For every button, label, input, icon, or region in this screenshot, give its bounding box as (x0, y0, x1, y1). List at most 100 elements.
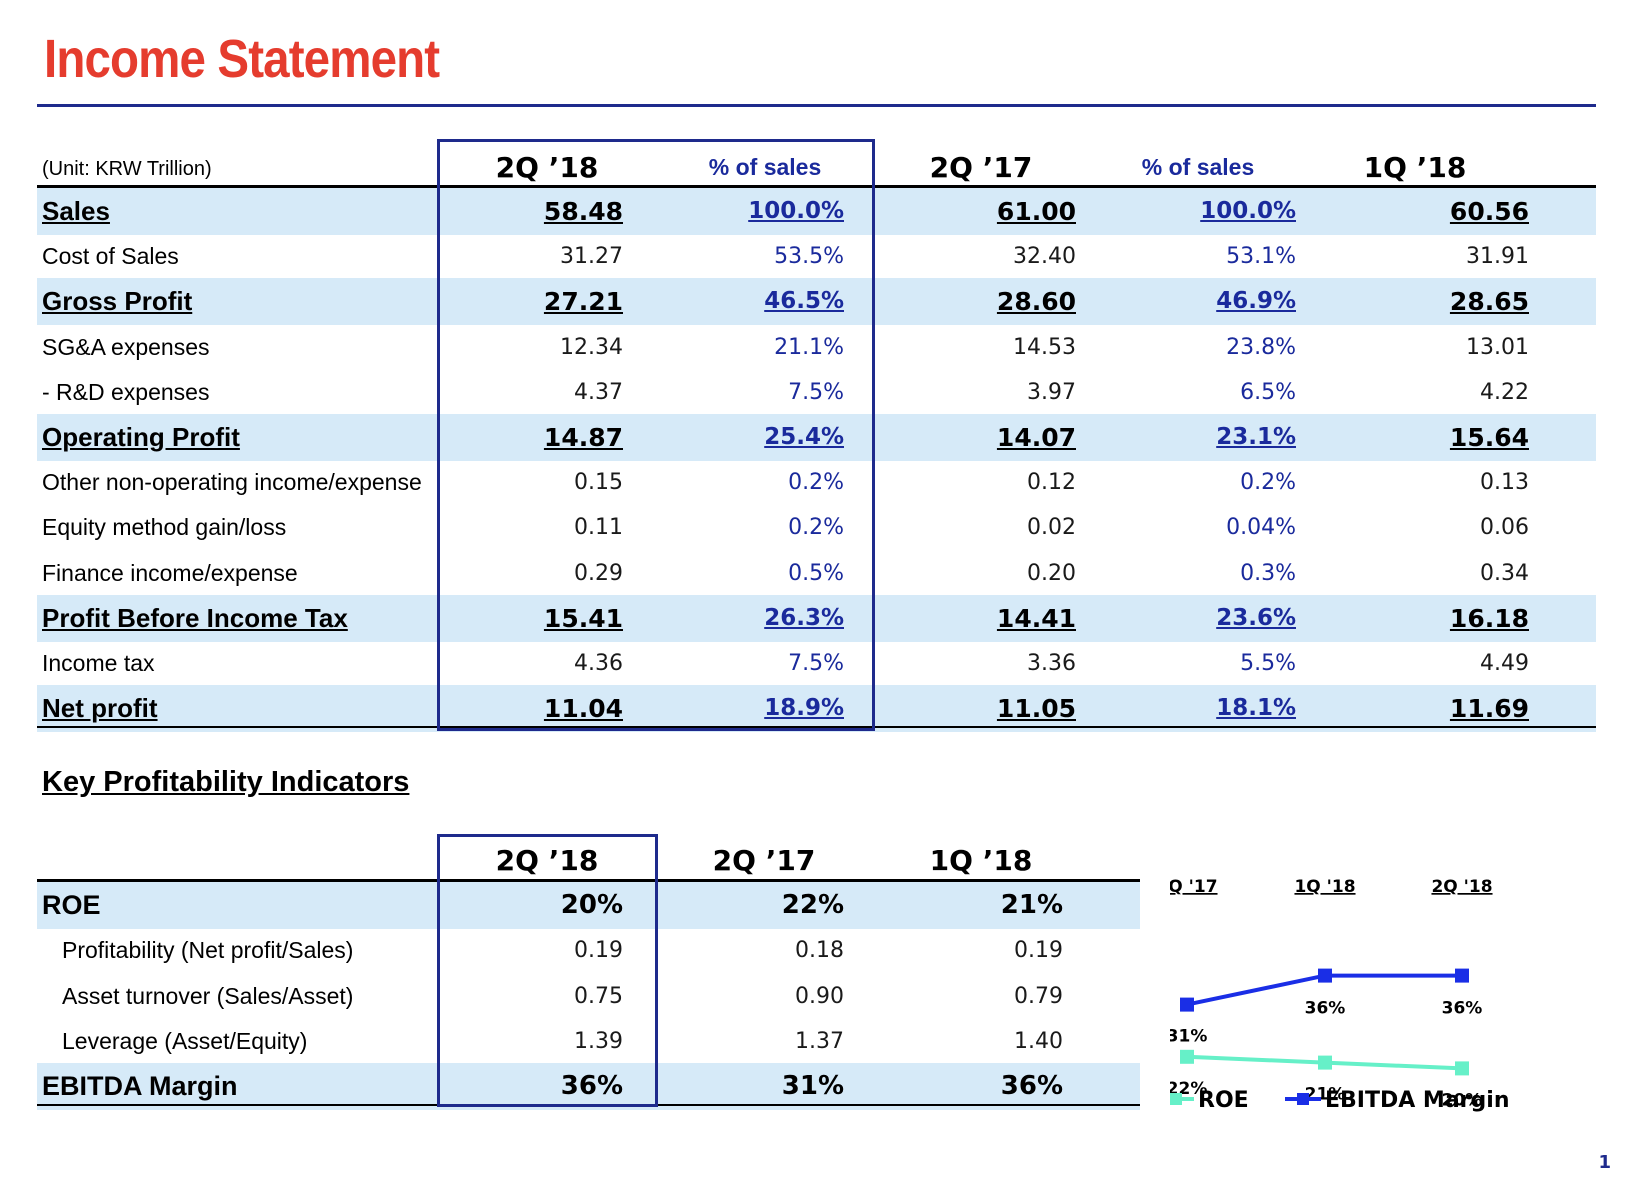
value-cell: 31.27 (560, 244, 623, 270)
percent-cell: 0.5% (788, 560, 844, 586)
percent-cell: 26.3% (764, 604, 844, 631)
income-row: Profit Before Income Tax 15.41 26.3% 14.41 2… (37, 594, 1596, 642)
legend-label: EBITDA Margin (1325, 1088, 1509, 1113)
percent-cell: 0.2% (788, 515, 844, 541)
row-label: Other non-operating income/expense (42, 469, 422, 496)
income-row: Operating Profit 14.87 25.4% 14.07 23.1% 15.6… (37, 414, 1596, 461)
percent-cell: 53.1% (1226, 244, 1296, 270)
income-row: Net profit 11.04 18.9% 11.05 18.1% 11.69 (37, 685, 1596, 733)
row-label: Income tax (42, 650, 155, 676)
income-row: Gross Profit 27.21 46.5% 28.60 46.9% 28.65 (37, 278, 1596, 326)
value-cell: 28.60 (996, 287, 1076, 317)
kpi-value-cell: 21% (1000, 890, 1063, 920)
kpi-col-header-1q18: 1Q ’18 (929, 844, 1033, 877)
value-cell: 15.64 (1449, 423, 1529, 452)
percent-cell: 46.9% (1216, 288, 1296, 315)
page-number: 1 (1598, 1152, 1611, 1173)
kpi-row-label: Asset turnover (Sales/Asset) (62, 982, 354, 1009)
percent-cell: 46.5% (764, 288, 844, 315)
kpi-row: Profitability (Net profit/Sales) 0.19 0.18… (37, 927, 1140, 974)
legend-label: ROE (1198, 1088, 1249, 1113)
data-point (1318, 1055, 1332, 1070)
percent-cell: 53.5% (774, 244, 844, 270)
kpi-header-rule (37, 879, 1140, 882)
percent-cell: 23.6% (1216, 604, 1296, 631)
percent-cell: 7.5% (788, 379, 844, 405)
value-cell: 4.37 (574, 379, 623, 405)
value-cell: 28.65 (1449, 287, 1529, 317)
percent-cell: 23.8% (1226, 334, 1296, 360)
value-cell: 14.87 (543, 423, 623, 452)
kpi-row-label: ROE (42, 890, 101, 920)
kpi-row: ROE 20% 22% 21% (37, 882, 1140, 929)
kpi-value-cell: 1.40 (1014, 1028, 1063, 1054)
income-row: Equity method gain/loss 0.11 0.2% 0.02 0.04%… (37, 504, 1596, 551)
kpi-row: Leverage (Asset/Equity) 1.39 1.37 1.40 (37, 1018, 1140, 1065)
value-cell: 14.53 (1013, 334, 1076, 360)
value-cell: 61.00 (996, 197, 1076, 226)
header-rule (37, 185, 1596, 188)
row-label: Cost of Sales (42, 243, 179, 270)
value-cell: 0.29 (574, 560, 623, 586)
data-point (1180, 997, 1194, 1012)
kpi-value-cell: 1.37 (795, 1028, 844, 1054)
kpi-row: Asset turnover (Sales/Asset) 0.75 0.90 0.79 (37, 973, 1140, 1020)
percent-cell: 0.3% (1240, 560, 1296, 586)
income-row: Cost of Sales 31.27 53.5% 32.40 53.1% 31.91 (37, 233, 1596, 280)
percent-cell: 0.2% (1240, 470, 1296, 496)
percent-cell: 5.5% (1240, 651, 1296, 676)
data-label: 31% (1170, 1027, 1207, 1047)
value-cell: 32.40 (1013, 244, 1076, 270)
kpi-value-cell: 36% (1000, 1071, 1063, 1102)
row-label: Sales (42, 196, 110, 226)
percent-cell: 18.1% (1216, 695, 1296, 722)
value-cell: 4.36 (574, 651, 623, 676)
kpi-value-cell: 0.90 (795, 983, 844, 1009)
value-cell: 0.11 (574, 515, 623, 541)
kpi-value-cell: 0.75 (574, 983, 623, 1009)
value-cell: 13.01 (1466, 334, 1529, 360)
kpi-section-title: Key Profitability Indicators (42, 766, 410, 798)
income-row: - R&D expenses 4.37 7.5% 3.97 6.5% 4.22 (37, 369, 1596, 416)
value-cell: 0.02 (1027, 515, 1076, 541)
chart-category-label: 2Q '18 (1431, 877, 1492, 897)
percent-cell: 6.5% (1240, 379, 1296, 405)
kpi-value-cell: 0.19 (1014, 938, 1063, 964)
data-point (1455, 968, 1469, 983)
col-header-1q18: 1Q ’18 (1363, 151, 1467, 184)
value-cell: 0.20 (1027, 560, 1076, 586)
percent-cell: 23.1% (1216, 424, 1296, 450)
income-row: SG&A expenses 12.34 21.1% 14.53 23.8% 13.01 (37, 324, 1596, 371)
kpi-value-cell: 31% (781, 1071, 844, 1102)
data-point (1318, 968, 1332, 983)
kpi-row-label: Profitability (Net profit/Sales) (62, 937, 354, 964)
col-header-2q17: 2Q ’17 (929, 151, 1033, 184)
kpi-value-cell: 1.39 (574, 1028, 623, 1054)
value-cell: 0.15 (574, 470, 623, 496)
row-label: Operating Profit (42, 422, 240, 452)
page-title: Income Statement (44, 29, 440, 89)
col-header-2q18: 2Q ’18 (495, 151, 599, 184)
percent-cell: 18.9% (764, 695, 844, 722)
row-label: SG&A expenses (42, 333, 210, 360)
value-cell: 4.49 (1480, 651, 1529, 676)
value-cell: 4.22 (1480, 379, 1529, 405)
value-cell: 31.91 (1466, 244, 1529, 270)
income-row: Finance income/expense 0.29 0.5% 0.20 0.3% 0.… (37, 550, 1596, 597)
percent-cell: 7.5% (788, 651, 844, 676)
row-label: Equity method gain/loss (42, 514, 287, 541)
income-row: Sales 58.48 100.0% 61.00 100.0% 60.56 (37, 188, 1596, 235)
kpi-col-header-2q18: 2Q ’18 (495, 844, 599, 877)
data-label: 36% (1442, 999, 1483, 1019)
row-label: - R&D expenses (42, 378, 210, 405)
data-label: 36% (1305, 999, 1346, 1019)
kpi-value-cell: 0.19 (574, 938, 623, 964)
income-row: Income tax 4.36 7.5% 3.36 5.5% 4.49 (37, 640, 1596, 687)
kpi-value-cell: 22% (781, 890, 844, 920)
row-label: Gross Profit (42, 286, 193, 317)
kpi-value-cell: 36% (560, 1071, 623, 1102)
kpi-value-cell: 20% (560, 890, 623, 920)
table-bottom-rule (37, 726, 1596, 728)
unit-label: (Unit: KRW Trillion) (42, 158, 212, 180)
